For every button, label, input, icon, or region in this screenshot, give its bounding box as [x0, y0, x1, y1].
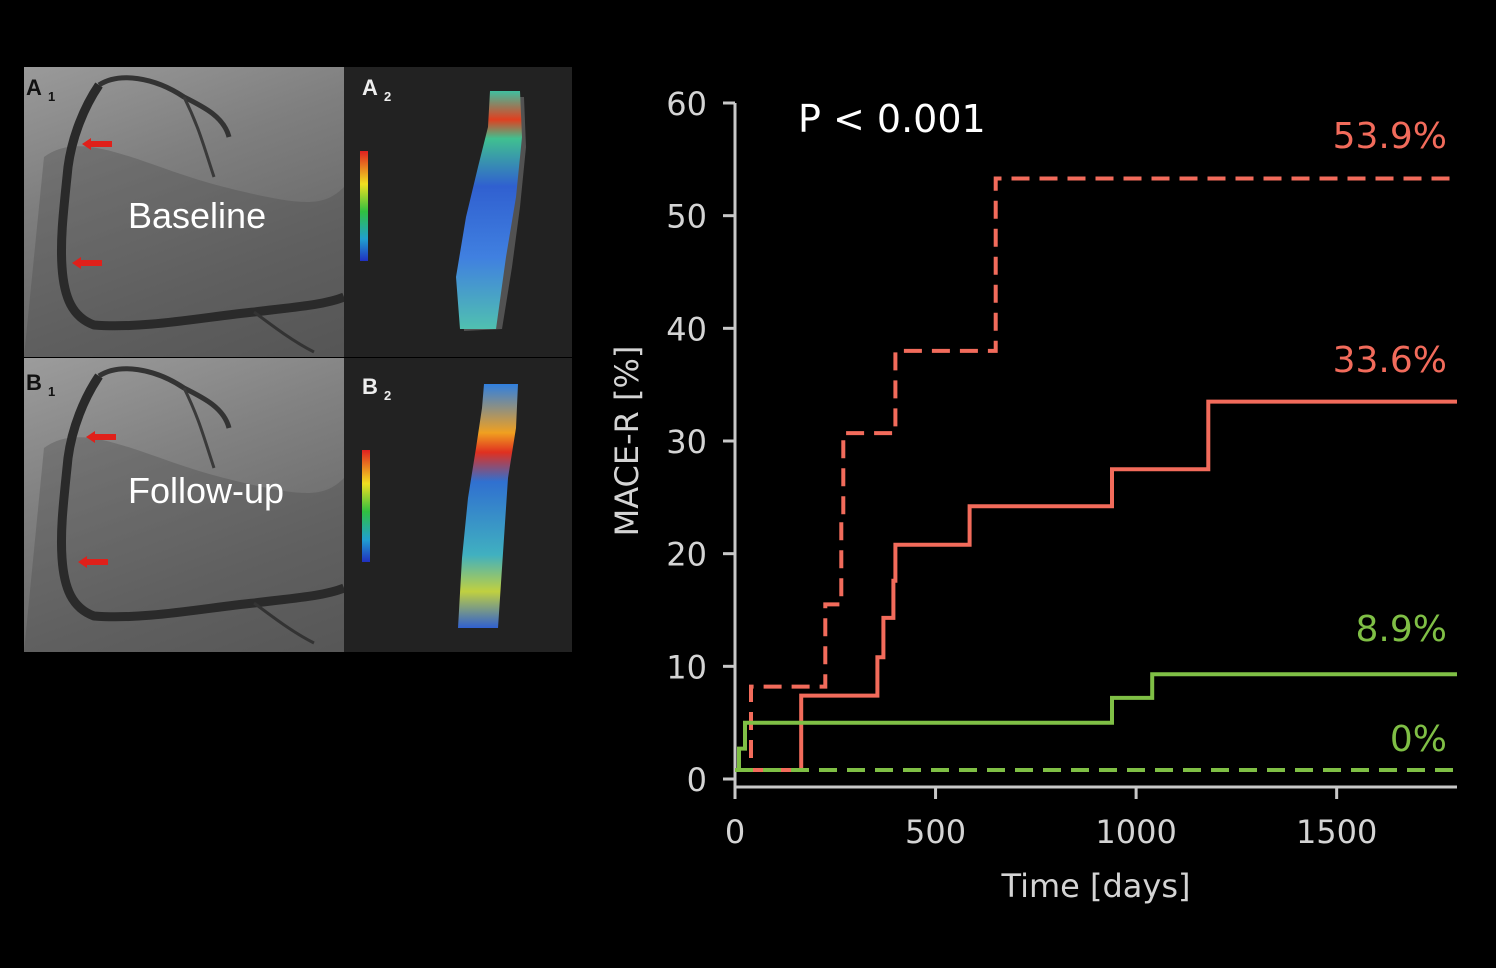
p-value-annotation: P < 0.001: [798, 97, 986, 141]
x-tick-label: 500: [905, 813, 966, 851]
followup-label: Follow-up: [128, 470, 285, 511]
coronary-artery-drawing: [24, 75, 344, 357]
series-end-label: 8.9%: [1356, 609, 1447, 650]
y-tick-label: 30: [666, 423, 707, 461]
baseline-label: Baseline: [128, 195, 267, 236]
ess-color-scale: [362, 450, 370, 562]
red-arrow-icon: [72, 257, 102, 269]
panel-letter: A: [362, 75, 378, 100]
red-arrow-icon: [78, 556, 108, 568]
angiogram-baseline-image: A 1 Baseline: [24, 67, 344, 357]
y-tick-label: 10: [666, 648, 707, 686]
ess-map-followup-image: B 2: [344, 358, 572, 652]
x-tick-label: 1000: [1095, 813, 1176, 851]
y-tick-label: 50: [666, 198, 707, 236]
red-arrow-icon: [82, 138, 112, 150]
chart-axes: 0 10 20 30 40 50 60 0 500 1000 1500: [666, 85, 1457, 851]
panel-letter: B: [362, 374, 378, 399]
panel-subscript: 1: [48, 89, 56, 104]
chart-series-layer: [735, 176, 1457, 772]
panel-letter: A: [26, 75, 42, 100]
ess-map-baseline-image: A 2: [344, 67, 572, 357]
series-line-3: [735, 672, 1457, 772]
y-tick-label: 40: [666, 310, 707, 348]
panel-letter: B: [26, 370, 42, 395]
series-end-label: 53.9%: [1333, 116, 1447, 157]
coronary-artery-drawing: [24, 366, 344, 652]
panel-subscript: 1: [48, 384, 56, 399]
x-tick-label: 0: [725, 813, 745, 851]
y-axis-label: MACE-R [%]: [608, 346, 646, 537]
x-tick-label: 1500: [1296, 813, 1377, 851]
y-tick-label: 20: [666, 536, 707, 574]
chart-labels-layer: Time [days] MACE-R [%] P < 0.001 53.9% 33.6%…: [608, 97, 1447, 905]
angiogram-followup-image: B 1 Follow-up: [24, 358, 344, 652]
panel-subscript: 2: [384, 89, 392, 104]
series-line-1: [735, 176, 1457, 772]
panel-subscript: 2: [384, 388, 392, 403]
x-axis-label: Time [days]: [1001, 867, 1191, 905]
ess-vessel-drawing: [360, 91, 526, 331]
series-line-2: [735, 399, 1457, 772]
ess-vessel-drawing: [362, 384, 518, 628]
series-end-label: 33.6%: [1333, 340, 1447, 381]
y-tick-label: 0: [687, 761, 707, 799]
ess-color-scale: [360, 151, 368, 261]
y-tick-label: 60: [666, 85, 707, 123]
red-arrow-icon: [86, 431, 116, 443]
series-end-label: 0%: [1390, 719, 1447, 760]
